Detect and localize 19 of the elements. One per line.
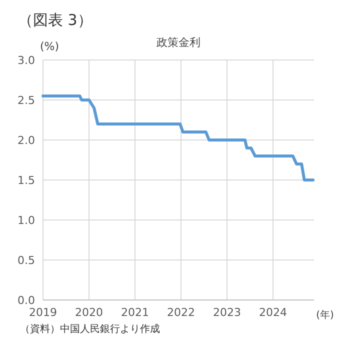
y-tick-label: 2.5 xyxy=(18,94,35,107)
y-tick-label: 3.0 xyxy=(18,54,35,67)
x-tick-label: 2024 xyxy=(259,306,288,319)
y-tick-label: 0.5 xyxy=(18,254,35,267)
x-tick-label: 2021 xyxy=(121,306,150,319)
text: （資料）中国人民銀行より作成 xyxy=(20,323,160,335)
y-tick-label: 2.0 xyxy=(18,134,35,147)
y-tick-label: 1.0 xyxy=(18,214,35,227)
y-axis-title: (%) xyxy=(40,40,60,53)
x-tick-label: 2023 xyxy=(213,306,242,319)
y-tick-label: 1.5 xyxy=(18,174,35,187)
chart-title: （図表 3） xyxy=(18,11,92,29)
x-tick-label: 2022 xyxy=(167,306,196,319)
chart-subtitle: 政策金利 xyxy=(156,36,200,49)
line-series xyxy=(42,94,315,182)
x-axis-title: (年) xyxy=(316,309,334,321)
x-tick-label: 2019 xyxy=(29,306,57,319)
y-tick-label: 0.0 xyxy=(18,294,35,307)
x-tick-label: 2020 xyxy=(75,306,104,319)
